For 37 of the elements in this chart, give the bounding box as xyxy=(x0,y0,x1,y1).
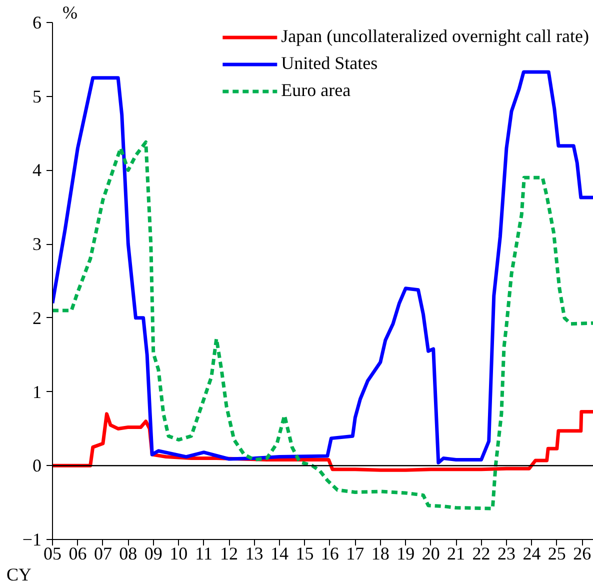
x-tick-label: 15 xyxy=(296,544,314,564)
x-tick-label: 26 xyxy=(573,544,592,564)
x-tick-label: 24 xyxy=(522,544,541,564)
x-tick-label: 13 xyxy=(245,544,264,564)
y-tick-label: 1 xyxy=(32,382,42,402)
x-tick-label: 07 xyxy=(94,544,112,564)
x-tick-label: 14 xyxy=(270,544,288,564)
x-tick-label: 20 xyxy=(422,544,440,564)
x-tick-label: 16 xyxy=(320,544,339,564)
line-series xyxy=(52,140,593,510)
x-tick-label: 18 xyxy=(371,544,390,564)
x-tick-label: 10 xyxy=(170,544,188,564)
x-tick-label: 22 xyxy=(472,544,490,564)
legend-label: United States xyxy=(281,53,378,74)
legend-label: Japan (uncollateralized overnight call rate) xyxy=(281,26,589,47)
y-tick-label: 0 xyxy=(32,456,42,476)
y-tick-label: 2 xyxy=(32,308,42,328)
y-axis-title: % xyxy=(62,2,78,22)
x-tick-label: 12 xyxy=(220,544,238,564)
x-tick-label: 21 xyxy=(447,544,466,564)
x-tick-label: 17 xyxy=(346,544,364,564)
x-tick-label: 09 xyxy=(144,544,162,564)
x-tick-label: 05 xyxy=(44,544,62,564)
y-tick-label: 6 xyxy=(32,12,42,32)
x-tick-label: 19 xyxy=(396,544,415,564)
x-tick-label: 23 xyxy=(497,544,516,564)
legend-label: Euro area xyxy=(281,80,351,101)
y-tick-label: −1 xyxy=(22,530,42,550)
x-axis-title: CY xyxy=(6,564,32,584)
x-tick-label: 08 xyxy=(119,544,138,564)
y-tick-label: 3 xyxy=(32,234,42,254)
line-series xyxy=(52,70,593,464)
y-tick-label: 5 xyxy=(32,86,42,106)
x-tick-label: 25 xyxy=(548,544,566,564)
x-tick-label: 06 xyxy=(68,544,87,564)
y-tick-label: 4 xyxy=(32,160,42,180)
x-tick-label: 11 xyxy=(195,544,213,564)
